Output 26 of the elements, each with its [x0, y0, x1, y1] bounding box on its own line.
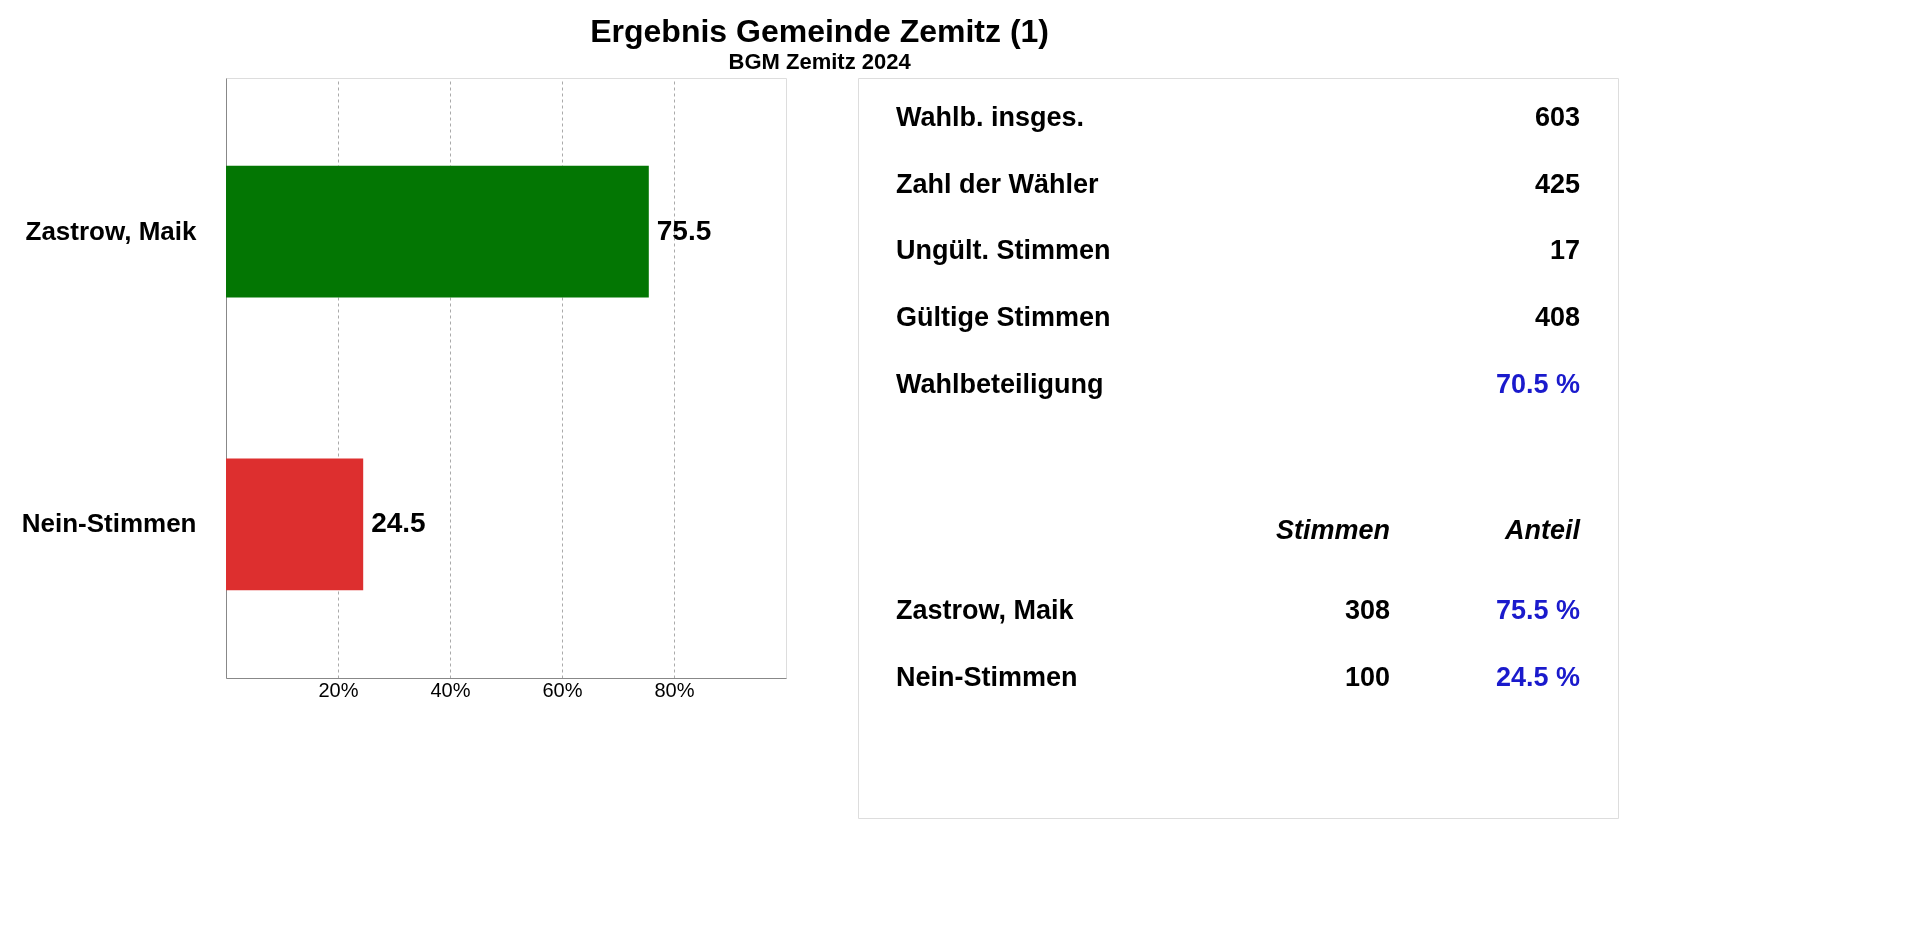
text: 17: [1549, 235, 1580, 266]
x-tick-label: 80%: [654, 678, 695, 701]
data-label: 75.5: [656, 214, 712, 246]
text: Gültige Stimmen: [896, 302, 1111, 332]
text: Nein-Stimmen: [896, 662, 1078, 692]
x-tick-label: 40%: [430, 678, 471, 701]
text: Wahlb. insges.: [896, 102, 1085, 132]
text: 408: [1534, 302, 1580, 332]
x-tick-label: 20%: [318, 678, 359, 701]
data-label: 24.5: [371, 507, 426, 539]
text: Stimmen: [1275, 515, 1390, 546]
chart-subtitle: BGM Zemitz 2024: [728, 48, 912, 74]
text: Anteil: [1503, 515, 1581, 546]
chart-title: Ergebnis Gemeinde Zemitz (1): [590, 12, 1049, 49]
text: Ungült. Stimmen: [896, 235, 1111, 266]
text: Zastrow, Maik: [896, 595, 1075, 626]
text: 75.5 %: [1495, 595, 1580, 626]
text: 24.5 %: [1495, 662, 1580, 692]
text: 425: [1534, 168, 1580, 199]
text: 70.5 %: [1495, 368, 1580, 399]
text: Zahl der Wähler: [896, 168, 1100, 199]
text: 308: [1344, 595, 1390, 626]
text: Wahlbeteiligung: [896, 368, 1104, 399]
x-tick-label: 60%: [542, 678, 583, 701]
text: 603: [1534, 102, 1580, 132]
text: 100: [1344, 662, 1390, 692]
